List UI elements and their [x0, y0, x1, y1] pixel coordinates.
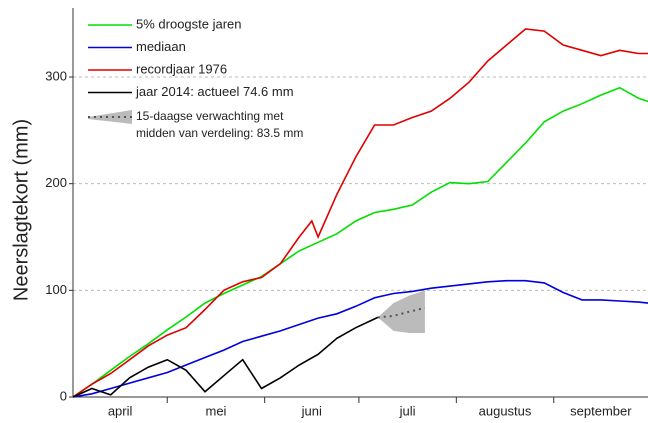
y-tick-label: 100	[45, 282, 67, 297]
y-axis-label: Neerslagtekort (mm)	[10, 119, 32, 301]
legend-label: midden van verdeling: 83.5 mm	[136, 126, 303, 140]
series-line	[72, 316, 379, 398]
forecast-band	[377, 290, 425, 333]
x-tick-label: juli	[399, 403, 416, 418]
x-tick-label: april	[108, 403, 133, 418]
series-line	[72, 86, 648, 398]
x-tick-label: juni	[301, 403, 322, 418]
legend-swatch	[88, 110, 132, 124]
series-line	[72, 279, 648, 398]
y-tick-label: 200	[45, 175, 67, 190]
forecast-line	[377, 306, 426, 319]
legend-label: 15-daagse verwachting met	[136, 109, 284, 123]
x-tick-label: augustus	[479, 403, 532, 418]
legend-label: recordjaar 1976	[136, 61, 227, 76]
x-tick-label: september	[570, 403, 632, 418]
legend-label: 5% droogste jaren	[136, 16, 242, 31]
legend-label: jaar 2014: actueel 74.6 mm	[135, 84, 294, 99]
y-tick-label: 0	[60, 388, 67, 403]
x-tick-label: mei	[205, 403, 226, 418]
series-line	[72, 28, 648, 398]
legend-label: mediaan	[136, 39, 186, 54]
y-tick-label: 300	[45, 68, 67, 83]
